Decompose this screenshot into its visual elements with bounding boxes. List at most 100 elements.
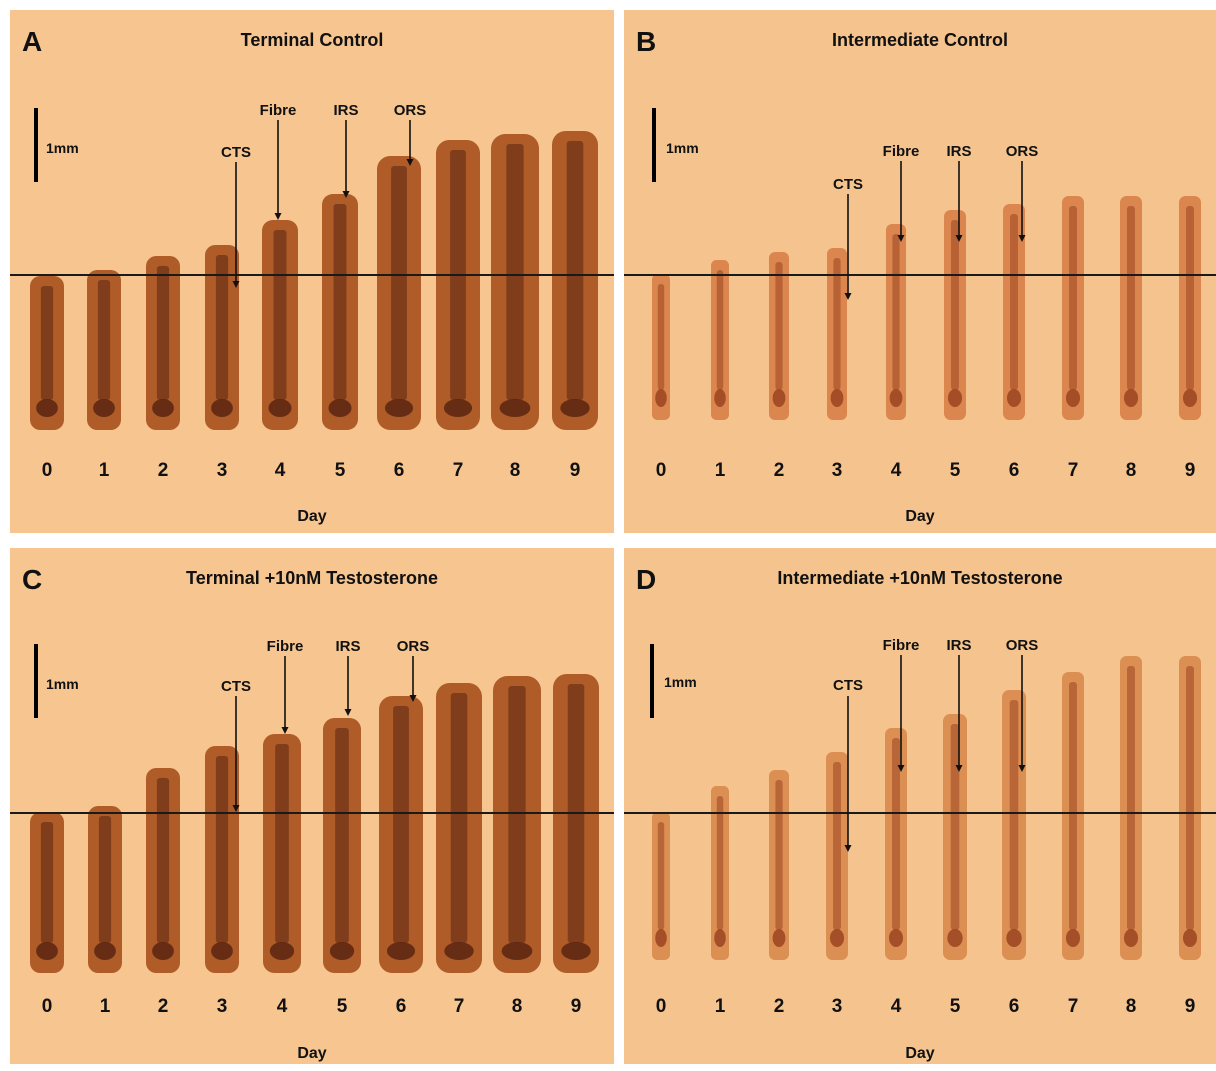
annotation-fibre: Fibre <box>259 102 297 119</box>
day-number: 7 <box>453 996 465 1017</box>
day-numbers: 0 1 2 3 4 5 6 7 8 9 <box>624 460 1216 486</box>
scale-label: 1mm <box>666 140 699 156</box>
follicle-day-4 <box>885 728 907 960</box>
day-number: 2 <box>773 460 785 481</box>
follicle-day-7 <box>1062 196 1084 420</box>
scale-bar <box>650 644 654 718</box>
day-number: 2 <box>157 996 169 1017</box>
baseline-line <box>624 812 1216 814</box>
follicle-day-8 <box>493 676 541 973</box>
day-number: 9 <box>570 996 582 1017</box>
day-numbers: 0 1 2 3 4 5 6 7 8 9 <box>10 996 614 1022</box>
follicle-day-0 <box>30 812 64 973</box>
follicle-day-1 <box>88 806 122 973</box>
scale-bar <box>34 108 38 182</box>
follicle-day-5 <box>323 718 361 973</box>
day-number: 1 <box>714 996 726 1017</box>
day-number: 5 <box>334 460 346 481</box>
panel-title: Intermediate Control <box>831 30 1009 50</box>
annotation-ors: ORS <box>1005 143 1039 160</box>
panel-title: Terminal Control <box>240 30 384 50</box>
follicle-day-0 <box>652 274 670 420</box>
day-number: 9 <box>569 460 581 481</box>
follicle-day-2 <box>146 768 180 973</box>
follicle-day-5 <box>322 194 358 430</box>
day-number: 9 <box>1184 996 1196 1017</box>
follicle-day-6 <box>1002 690 1026 960</box>
follicle-day-8 <box>1120 656 1142 960</box>
day-number: 0 <box>655 996 667 1017</box>
panel-title: Terminal +10nM Testosterone <box>186 568 438 588</box>
axis-label-day: Day <box>905 1045 935 1062</box>
annotation-irs: IRS <box>946 637 972 654</box>
follicle-day-6 <box>377 156 421 430</box>
annotation-cts: CTS <box>833 176 863 193</box>
day-number: 0 <box>41 996 53 1017</box>
day-number: 1 <box>714 460 726 481</box>
follicle-day-2 <box>769 770 789 960</box>
annotation-ors: ORS <box>393 102 427 119</box>
day-number: 4 <box>890 460 902 481</box>
day-number: 6 <box>1008 460 1020 481</box>
follicle-day-9 <box>553 674 599 973</box>
follicle-day-0 <box>652 812 670 960</box>
day-number: 5 <box>336 996 348 1017</box>
axis-label-day: Day <box>297 1045 327 1062</box>
follicle-day-2 <box>769 252 789 420</box>
day-number: 3 <box>216 996 228 1017</box>
follicle-day-4 <box>262 220 298 430</box>
day-number: 8 <box>509 460 521 481</box>
annotation-cts: CTS <box>833 677 863 694</box>
day-number: 7 <box>1067 460 1079 481</box>
day-number: 4 <box>274 460 286 481</box>
follicle-day-4 <box>886 224 906 420</box>
annotation-fibre: Fibre <box>882 637 920 654</box>
day-number: 8 <box>511 996 523 1017</box>
annotation-cts: CTS <box>221 144 251 161</box>
day-number: 6 <box>393 460 405 481</box>
follicle-day-1 <box>711 786 729 960</box>
annotation-fibre: Fibre <box>882 143 920 160</box>
follicle-day-6 <box>379 696 423 973</box>
scale-label: 1mm <box>664 674 697 690</box>
annotation-cts: CTS <box>221 678 251 695</box>
annotation-fibre: Fibre <box>266 638 304 655</box>
follicle-day-3 <box>205 245 239 430</box>
day-number: 0 <box>41 460 53 481</box>
scale-label: 1mm <box>46 140 79 156</box>
day-number: 4 <box>276 996 288 1017</box>
follicle-day-5 <box>943 714 967 960</box>
day-number: 6 <box>1008 996 1020 1017</box>
day-number: 6 <box>395 996 407 1017</box>
baseline-line <box>10 812 614 814</box>
follicle-day-0 <box>30 276 64 430</box>
scale-bar <box>652 108 656 182</box>
panel-c: C Terminal +10nM Testosterone 1mm CTS Fi… <box>10 548 614 1064</box>
day-number: 9 <box>1184 460 1196 481</box>
panel-b: B Intermediate Control 1mm CTS Fibre IRS… <box>624 10 1216 533</box>
panel-letter: C <box>22 564 43 595</box>
scale-bar <box>34 644 38 718</box>
follicle-images <box>30 674 599 973</box>
follicle-day-5 <box>944 210 966 420</box>
follicle-day-3 <box>205 746 239 973</box>
follicle-images <box>652 196 1201 420</box>
day-numbers: 0 1 2 3 4 5 6 7 8 9 <box>624 996 1216 1022</box>
day-number: 2 <box>773 996 785 1017</box>
axis-label-day: Day <box>297 508 327 525</box>
axis-label-day: Day <box>905 508 935 525</box>
annotation-irs: IRS <box>335 638 361 655</box>
day-number: 2 <box>157 460 169 481</box>
annotation-irs: IRS <box>946 143 972 160</box>
day-number: 3 <box>831 996 843 1017</box>
day-number: 7 <box>1067 996 1079 1017</box>
annotation-ors: ORS <box>1005 637 1039 654</box>
follicle-day-1 <box>711 260 729 420</box>
panel-a: A Terminal Control 1mm CTS Fibre IRS ORS… <box>10 10 614 533</box>
follicle-day-9 <box>1179 196 1201 420</box>
day-number: 1 <box>98 460 110 481</box>
follicle-images <box>652 656 1201 960</box>
day-number: 3 <box>216 460 228 481</box>
follicle-day-8 <box>491 134 539 430</box>
baseline-line <box>10 274 614 276</box>
